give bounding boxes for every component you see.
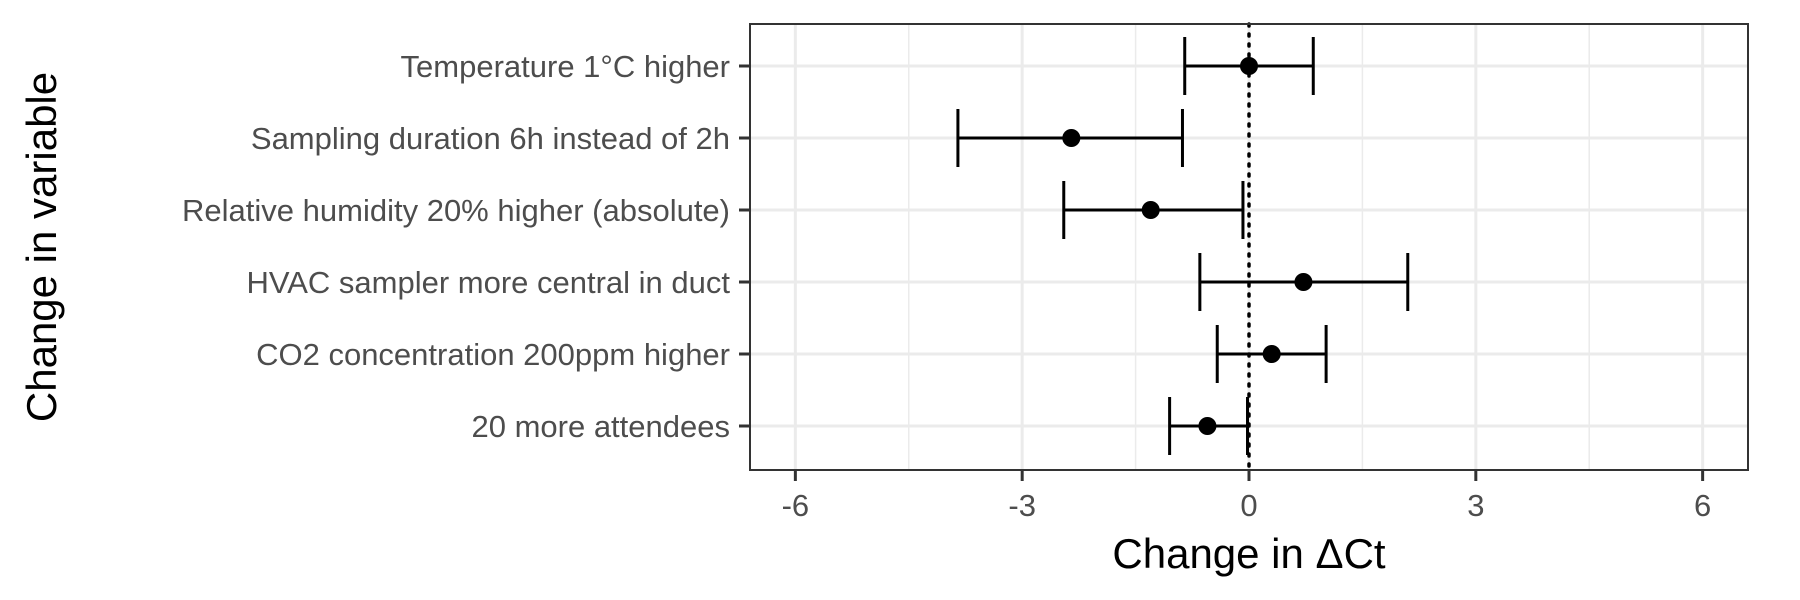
x-tick-label: -3 bbox=[1008, 488, 1036, 523]
y-axis-title: Change in variable bbox=[18, 72, 65, 422]
y-tick-label: HVAC sampler more central in duct bbox=[246, 265, 730, 300]
y-tick-label: Relative humidity 20% higher (absolute) bbox=[182, 193, 730, 228]
y-tick-label: 20 more attendees bbox=[471, 409, 730, 444]
estimate-point bbox=[1294, 273, 1313, 291]
x-tick-label: 3 bbox=[1467, 488, 1484, 523]
x-tick-label: 0 bbox=[1240, 488, 1257, 523]
error-bars-layer bbox=[956, 37, 1410, 455]
estimate-point bbox=[1062, 129, 1081, 147]
y-tick-label: Temperature 1°C higher bbox=[401, 49, 730, 84]
axes-layer: Temperature 1°C higher Sampling duration … bbox=[182, 49, 1711, 523]
points-layer bbox=[1062, 57, 1313, 435]
estimate-point bbox=[1198, 417, 1217, 435]
y-tick-label: CO2 concentration 200ppm higher bbox=[256, 337, 730, 372]
x-axis-title: Change in ΔCt bbox=[1112, 530, 1386, 577]
y-tick-label: Sampling duration 6h instead of 2h bbox=[251, 121, 730, 156]
estimate-point bbox=[1262, 345, 1281, 363]
x-tick-label: 6 bbox=[1694, 488, 1711, 523]
estimate-point bbox=[1141, 201, 1160, 219]
x-tick-label: -6 bbox=[782, 488, 810, 523]
estimate-point bbox=[1240, 57, 1258, 75]
